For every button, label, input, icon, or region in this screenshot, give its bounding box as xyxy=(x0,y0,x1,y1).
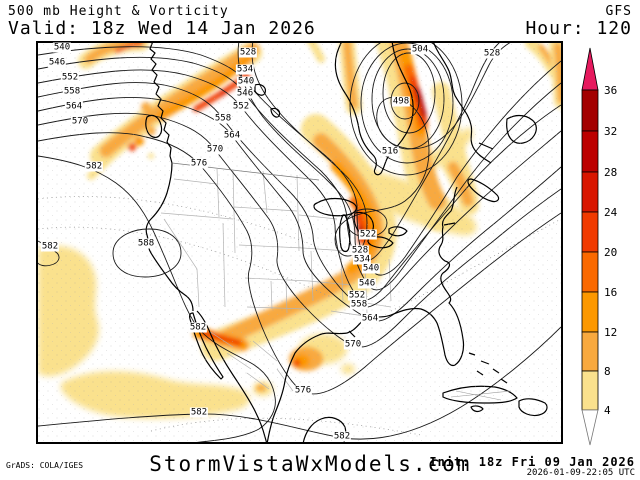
colorbar-tick-8: 8 xyxy=(604,365,611,378)
map-frame xyxy=(36,41,563,444)
colorbar-tick-12: 12 xyxy=(604,326,617,339)
forecast-hour: Hour: 120 xyxy=(525,18,632,39)
colorbar-tick-36: 36 xyxy=(604,84,617,97)
colorbar-segment-3 xyxy=(581,211,599,253)
chart-title: 500 mb Height & Vorticity xyxy=(8,4,229,19)
colorbar-overflow-arrow xyxy=(581,47,599,91)
colorbar-segment-1 xyxy=(581,130,599,173)
generated-timestamp: 2026-01-09-22:05 UTC xyxy=(526,468,635,478)
colorbar-underflow-arrow xyxy=(581,409,599,446)
watermark: StormVistaWxModels.com xyxy=(149,452,472,476)
colorbar-segment-2 xyxy=(581,171,599,213)
colorbar-tick-16: 16 xyxy=(604,286,617,299)
stipple-texture xyxy=(38,43,561,442)
colorbar-segment-5 xyxy=(581,291,599,333)
colorbar-segment-4 xyxy=(581,251,599,293)
vorticity-colorbar: 36 32 28 24 20 16 12 8 4 xyxy=(581,47,618,446)
colorbar-segment-6 xyxy=(581,331,599,372)
model-name: GFS xyxy=(605,4,632,19)
colorbar-tick-24: 24 xyxy=(604,206,618,219)
weather-map xyxy=(38,43,561,442)
colorbar-tick-28: 28 xyxy=(604,166,617,179)
colorbar-tick-4: 4 xyxy=(604,404,611,417)
colorbar-segment-0 xyxy=(581,89,599,132)
grads-credit: GrADS: COLA/IGES xyxy=(6,461,84,470)
colorbar-tick-32: 32 xyxy=(604,125,617,138)
init-time: Init: 18z Fri 09 Jan 2026 xyxy=(429,455,635,469)
valid-time: Valid: 18z Wed 14 Jan 2026 xyxy=(8,18,316,39)
colorbar-segment-7 xyxy=(581,370,599,411)
colorbar-tick-20: 20 xyxy=(604,246,617,259)
